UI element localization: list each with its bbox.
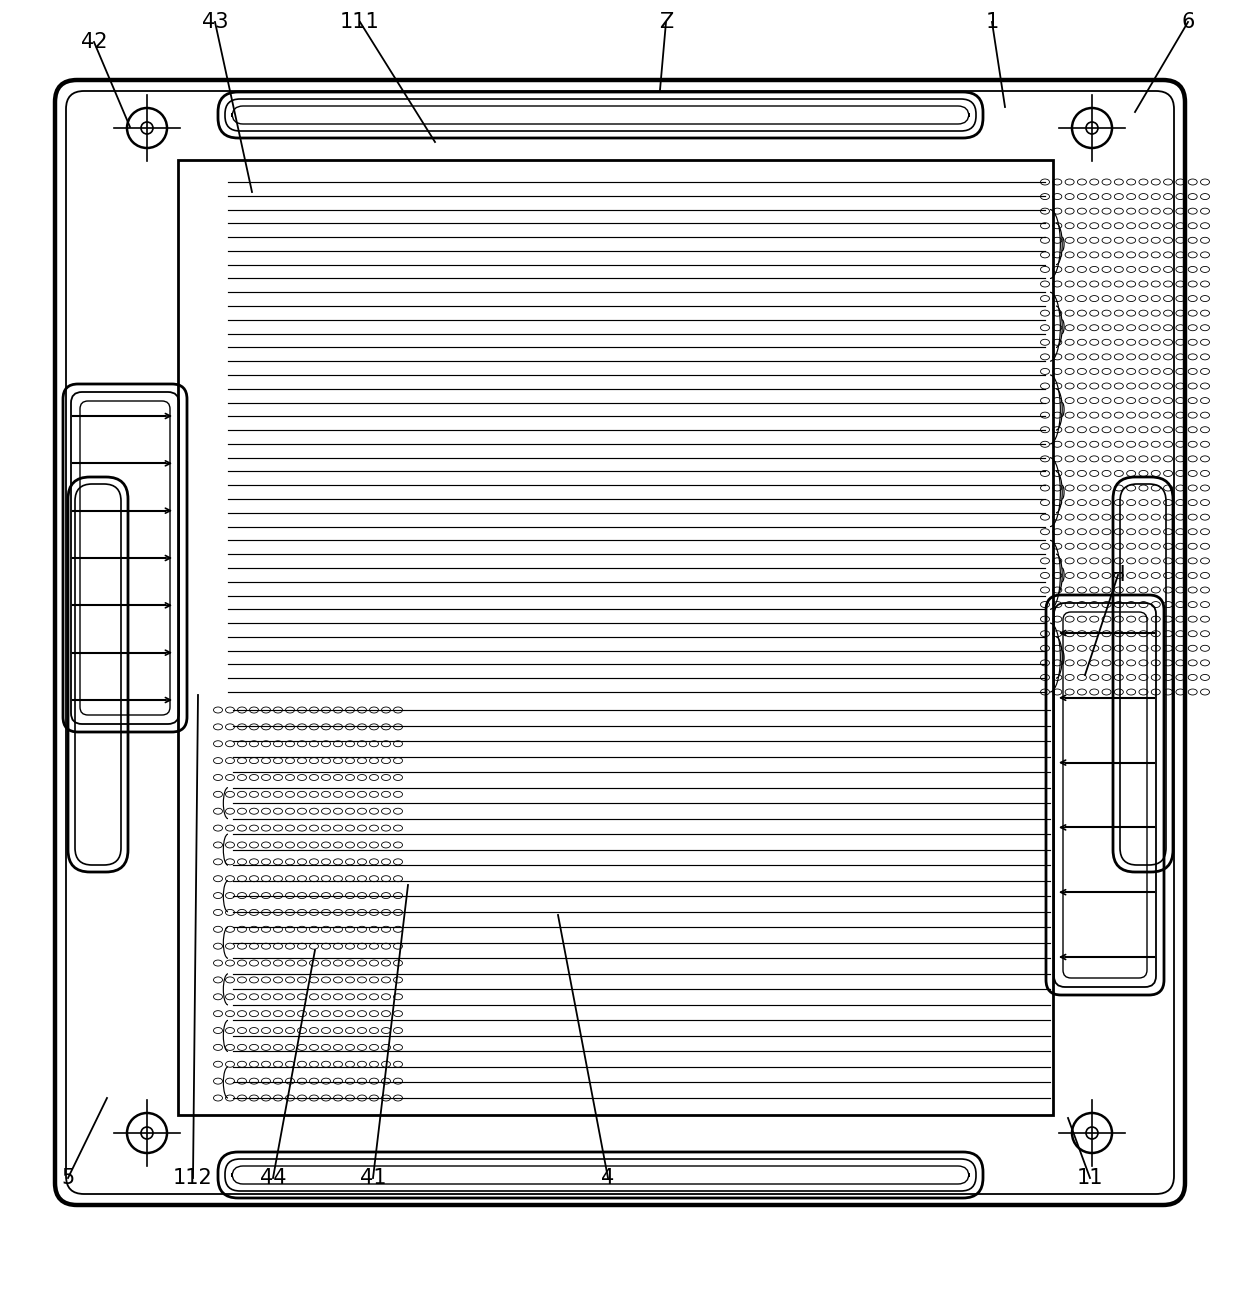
FancyBboxPatch shape	[55, 80, 1185, 1205]
Text: 41: 41	[360, 1167, 386, 1188]
Text: 111: 111	[340, 12, 379, 32]
Text: 42: 42	[81, 32, 107, 52]
Text: 44: 44	[259, 1167, 286, 1188]
Text: 5: 5	[61, 1167, 74, 1188]
Bar	[179, 160, 1053, 1115]
Text: H: H	[1110, 565, 1126, 584]
Text: 43: 43	[202, 12, 228, 32]
Text: 4: 4	[601, 1167, 615, 1188]
Text: 112: 112	[174, 1167, 213, 1188]
Text: 6: 6	[1182, 12, 1194, 32]
Text: 11: 11	[1076, 1167, 1104, 1188]
Text: 1: 1	[986, 12, 998, 32]
Text: Z: Z	[658, 12, 673, 32]
